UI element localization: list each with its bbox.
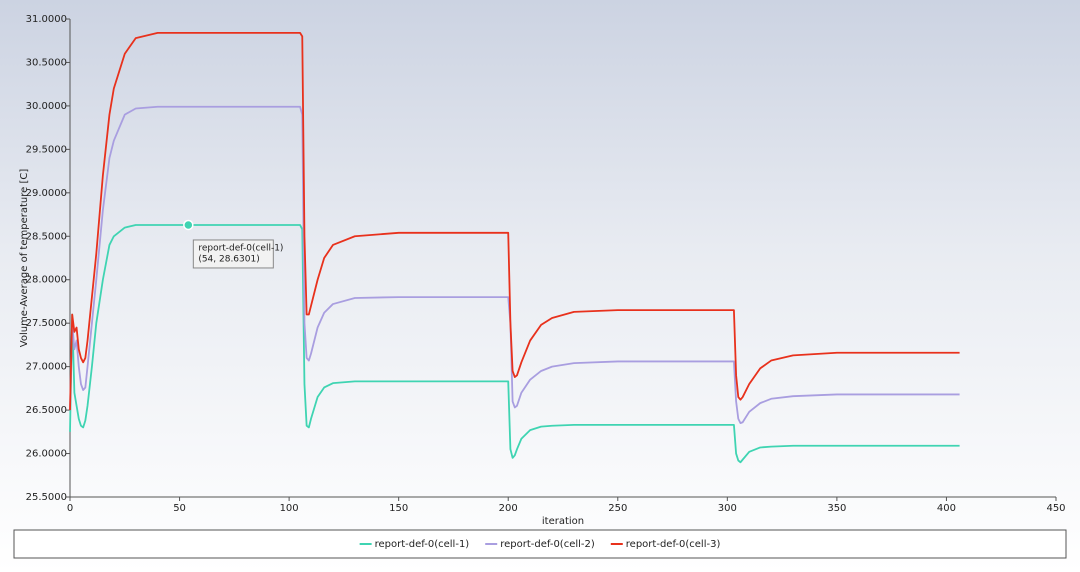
x-tick-label: 50 [173,503,186,514]
x-tick-label: 350 [827,503,846,514]
y-tick-label: 31.0000 [26,14,67,25]
y-tick-label: 26.5000 [26,405,67,416]
tooltip-text: report-def-0(cell-1) [198,243,283,253]
y-tick-label: 28.5000 [26,231,67,242]
series-line [69,105,960,425]
y-tick-label: 27.0000 [26,362,67,373]
legend-label: report-def-0(cell-2) [500,539,595,550]
legend-box [13,529,1067,559]
x-axis-label: iteration [542,516,584,527]
x-tick-label: 0 [67,503,73,514]
legend-label: report-def-0(cell-3) [626,539,721,550]
x-tick-label: 400 [937,503,956,514]
tooltip-text: (54, 28.6301) [198,254,259,264]
tooltip-box [192,239,274,269]
y-tick-label: 25.5000 [26,492,67,503]
y-axis-label: Volume-Average of temperature [C] [19,169,30,348]
y-tick-label: 27.5000 [26,318,67,329]
x-tick-label: 250 [608,503,627,514]
y-tick-label: 29.5000 [26,144,67,155]
y-tick-label: 30.0000 [26,101,67,112]
x-tick-label: 300 [718,503,737,514]
y-tick-label: 29.0000 [26,188,67,199]
x-tick-label: 150 [389,503,408,514]
legend: report-def-0(cell-1) report-def-0(cell-2)… [359,539,721,550]
x-tick-label: 450 [1046,503,1065,514]
y-tick-label: 30.5000 [26,57,67,68]
series-line [69,32,960,411]
y-tick-label: 28.0000 [26,275,67,286]
highlight-marker [183,219,194,231]
x-tick-label: 200 [499,503,518,514]
series-line [69,224,960,464]
legend-label: report-def-0(cell-1) [375,539,470,550]
x-tick-label: 100 [280,503,299,514]
y-tick-label: 26.0000 [26,449,67,460]
